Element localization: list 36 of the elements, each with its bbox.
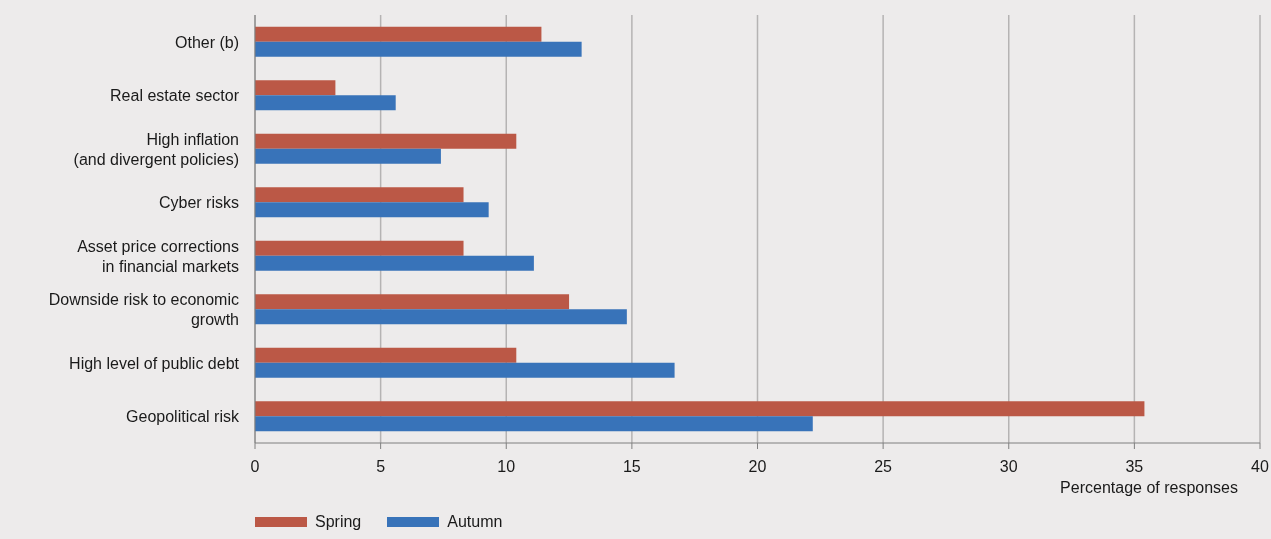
bar [255,202,489,218]
y-tick-label: Asset price corrections in financial markets [77,237,239,275]
bar [255,148,441,164]
x-axis-title: Percentage of responses [1060,479,1238,496]
x-tick-label: 25 [874,458,893,476]
bar [255,294,570,310]
y-tick-label: Geopolitical risk [126,407,240,425]
bar [255,26,542,42]
y-tick-label: High inflation (and divergent policies) [73,130,239,168]
bar [255,347,517,363]
y-tick-label: Downside risk to economic growth [48,290,239,328]
x-tick-label: 15 [622,458,641,476]
legend-label: Autumn [447,513,503,531]
legend-label: Spring [315,513,362,531]
bar [255,401,1145,417]
x-tick-label: 10 [497,458,516,476]
x-tick-label: 30 [999,458,1018,476]
x-tick-label: 5 [376,458,386,476]
x-tick-label: 20 [748,458,767,476]
bar [255,255,534,271]
bar [255,416,813,432]
y-tick-label: High level of public debt [69,354,240,372]
bar [255,240,464,256]
bar [255,187,464,203]
y-tick-label: Other (b) [174,33,239,51]
x-tick-label: 40 [1251,458,1269,476]
bar [255,133,517,149]
bar [255,41,582,57]
x-tick-label: 0 [250,458,260,476]
y-tick-label: Real estate sector [110,86,240,104]
bar [255,80,336,96]
bar [255,309,627,325]
x-tick-label: 35 [1125,458,1144,476]
bar [255,362,675,378]
bar [255,95,396,111]
y-tick-label: Cyber risks [158,193,239,211]
